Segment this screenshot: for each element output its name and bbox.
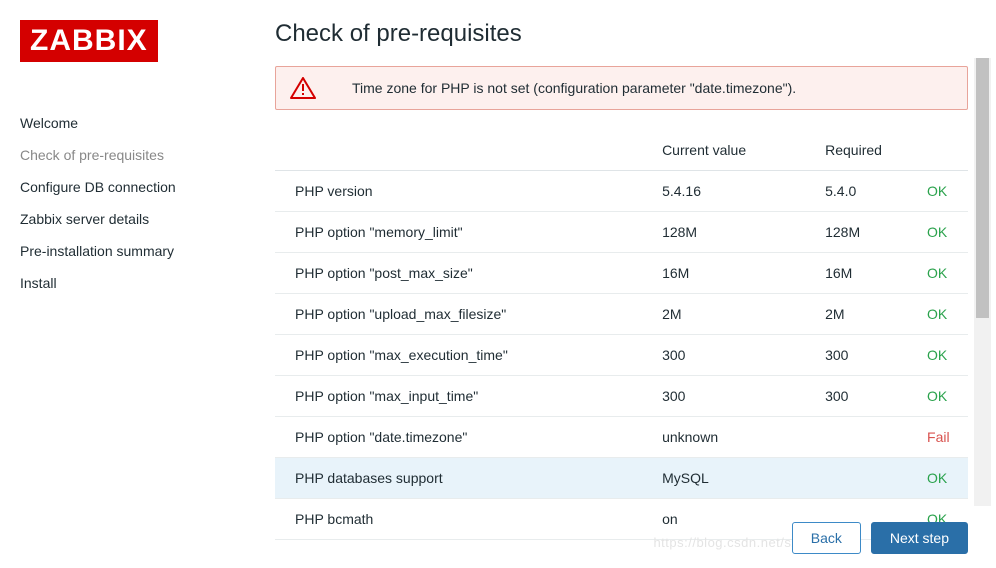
table-row: PHP option "date.timezone"unknown Fail [275, 417, 968, 458]
table-row: PHP option "max_input_time"300300OK [275, 376, 968, 417]
cell-status: OK [917, 458, 968, 499]
cell-status: OK [917, 376, 968, 417]
cell-required: 300 [815, 376, 917, 417]
cell-current: unknown [652, 417, 815, 458]
scrollbar-thumb[interactable] [976, 58, 989, 318]
footer-buttons: Back Next step [792, 522, 968, 554]
col-header-status [917, 130, 968, 171]
warning-icon [290, 77, 316, 99]
cell-status: OK [917, 212, 968, 253]
nav-item-4[interactable]: Pre-installation summary [20, 235, 275, 267]
cell-required [815, 417, 917, 458]
cell-status: OK [917, 253, 968, 294]
back-button[interactable]: Back [792, 522, 861, 554]
cell-name: PHP databases support [275, 458, 652, 499]
cell-name: PHP option "max_input_time" [275, 376, 652, 417]
alert-box: Time zone for PHP is not set (configurat… [275, 66, 968, 110]
nav-item-3[interactable]: Zabbix server details [20, 203, 275, 235]
cell-current: 128M [652, 212, 815, 253]
cell-status: OK [917, 294, 968, 335]
cell-name: PHP option "date.timezone" [275, 417, 652, 458]
logo: ZABBIX [20, 20, 158, 62]
requisites-table: Current value Required PHP version5.4.16… [275, 130, 968, 540]
cell-status: OK [917, 335, 968, 376]
cell-current: MySQL [652, 458, 815, 499]
table-header-row: Current value Required [275, 130, 968, 171]
nav-list: WelcomeCheck of pre-requisitesConfigure … [20, 107, 275, 299]
cell-current: 300 [652, 376, 815, 417]
cell-name: PHP bcmath [275, 499, 652, 540]
cell-name: PHP option "post_max_size" [275, 253, 652, 294]
table-row: PHP option "max_execution_time"300300OK [275, 335, 968, 376]
table-row: PHP version5.4.165.4.0OK [275, 171, 968, 212]
cell-current: on [652, 499, 815, 540]
table-row: PHP option "upload_max_filesize"2M2MOK [275, 294, 968, 335]
cell-current: 2M [652, 294, 815, 335]
cell-current: 16M [652, 253, 815, 294]
sidebar: ZABBIX WelcomeCheck of pre-requisitesCon… [0, 0, 275, 568]
cell-name: PHP option "max_execution_time" [275, 335, 652, 376]
cell-status: Fail [917, 417, 968, 458]
table-row: PHP option "post_max_size"16M16MOK [275, 253, 968, 294]
col-header-current: Current value [652, 130, 815, 171]
nav-item-1[interactable]: Check of pre-requisites [20, 139, 275, 171]
col-header-name [275, 130, 652, 171]
table-row: PHP option "memory_limit"128M128MOK [275, 212, 968, 253]
table-row: PHP databases supportMySQL OK [275, 458, 968, 499]
cell-status: OK [917, 171, 968, 212]
page-title: Check of pre-requisites [275, 20, 968, 48]
cell-required: 16M [815, 253, 917, 294]
main-content: Check of pre-requisites Time zone for PH… [275, 0, 996, 568]
cell-required [815, 458, 917, 499]
col-header-required: Required [815, 130, 917, 171]
cell-name: PHP option "upload_max_filesize" [275, 294, 652, 335]
cell-name: PHP option "memory_limit" [275, 212, 652, 253]
cell-required: 5.4.0 [815, 171, 917, 212]
alert-message: Time zone for PHP is not set (configurat… [352, 80, 796, 96]
scroll-area: Current value Required PHP version5.4.16… [275, 130, 968, 560]
vertical-scrollbar[interactable] [974, 58, 991, 506]
cell-current: 5.4.16 [652, 171, 815, 212]
next-button[interactable]: Next step [871, 522, 968, 554]
nav-item-5[interactable]: Install [20, 267, 275, 299]
cell-required: 2M [815, 294, 917, 335]
cell-current: 300 [652, 335, 815, 376]
cell-name: PHP version [275, 171, 652, 212]
nav-item-2[interactable]: Configure DB connection [20, 171, 275, 203]
nav-item-0[interactable]: Welcome [20, 107, 275, 139]
cell-required: 300 [815, 335, 917, 376]
cell-required: 128M [815, 212, 917, 253]
